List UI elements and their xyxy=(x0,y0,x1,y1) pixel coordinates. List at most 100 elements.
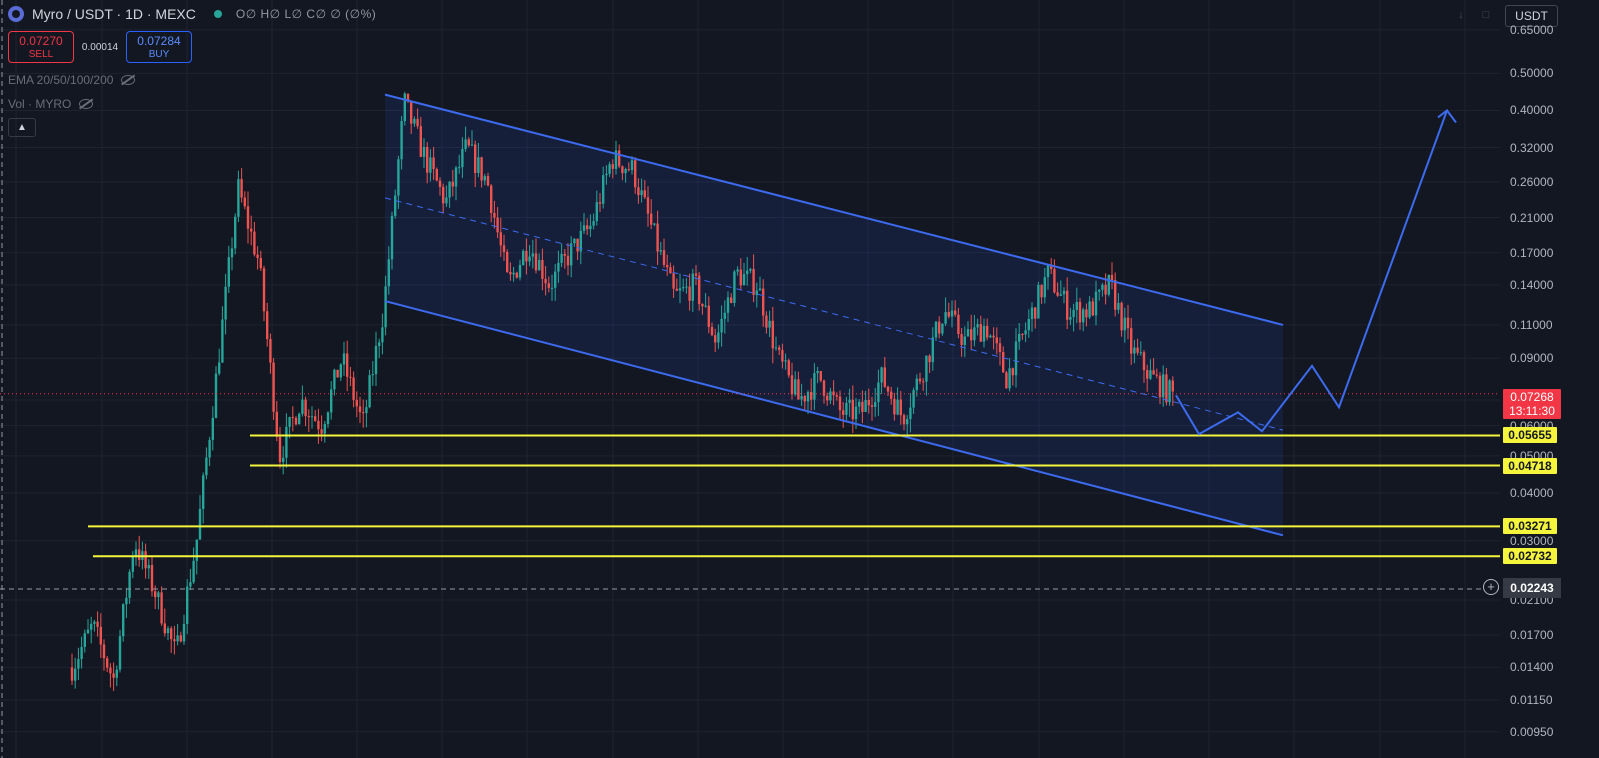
candle-body xyxy=(886,386,890,392)
candle-body xyxy=(586,225,589,230)
candle-body xyxy=(982,325,986,342)
symbol-title[interactable]: Myro / USDT · 1D · MEXC xyxy=(32,6,196,22)
candle-body xyxy=(966,329,970,337)
channel-lower-line xyxy=(384,300,1284,537)
candle-body xyxy=(973,327,976,341)
candle-body xyxy=(906,419,909,425)
candle-body xyxy=(829,391,832,401)
candle-body xyxy=(307,416,310,418)
candle-body xyxy=(339,364,342,378)
candle-body xyxy=(723,312,726,319)
candle-body xyxy=(381,327,384,343)
candle-body xyxy=(179,635,182,642)
candle-body xyxy=(566,255,570,266)
level-price-label: 0.04718 xyxy=(1503,457,1557,474)
candle-body xyxy=(1062,290,1066,295)
candle-body xyxy=(842,410,845,415)
candle-body xyxy=(1136,347,1139,353)
candle-body xyxy=(957,314,960,335)
candle-body xyxy=(963,336,966,345)
price-tick-label: 0.01150 xyxy=(1510,693,1553,708)
candle-body xyxy=(496,217,499,233)
price-axis[interactable] xyxy=(1500,0,1599,758)
candle-body xyxy=(874,402,877,407)
candle-body xyxy=(406,93,410,102)
candle-body xyxy=(778,347,781,350)
candle-body xyxy=(592,221,595,226)
candle-body xyxy=(1056,292,1059,296)
price-chart[interactable] xyxy=(0,0,1500,758)
candle-body xyxy=(131,556,134,572)
candle-body xyxy=(506,251,509,273)
sell-label: SELL xyxy=(28,49,54,60)
candle-body xyxy=(989,335,992,338)
candle-body xyxy=(893,398,896,415)
candle-body xyxy=(282,457,285,463)
candle-body xyxy=(445,197,448,204)
candle-body xyxy=(570,243,573,266)
candle-body xyxy=(509,272,512,275)
candle-body xyxy=(992,335,995,338)
market-status-icon xyxy=(213,10,222,18)
indicator-volume[interactable]: Vol · MYRO xyxy=(8,97,94,111)
currency-unit-button[interactable]: USDT xyxy=(1505,5,1558,27)
candle-body xyxy=(848,399,851,403)
candle-body xyxy=(800,396,803,400)
candle-body xyxy=(480,157,483,181)
candle-body xyxy=(531,253,534,257)
candle-body xyxy=(413,118,416,124)
arrow-down-icon[interactable]: ↓ xyxy=(1458,9,1464,21)
candle-body xyxy=(970,329,973,341)
candle-body xyxy=(864,399,867,412)
candle-body xyxy=(832,391,835,396)
candle-body xyxy=(950,310,954,317)
candle-body xyxy=(662,250,666,265)
candle-body xyxy=(730,297,733,303)
candle-body xyxy=(598,202,602,204)
indicator-ema[interactable]: EMA 20/50/100/200 xyxy=(8,73,136,87)
candle-body xyxy=(749,268,752,271)
candle-body xyxy=(390,215,394,260)
candle-body xyxy=(550,287,554,289)
buy-button[interactable]: 0.07284 BUY xyxy=(126,31,192,63)
candle-body xyxy=(1050,264,1053,269)
candle-body xyxy=(541,259,544,279)
candle-body xyxy=(467,139,470,146)
eye-hidden-icon[interactable] xyxy=(121,75,136,85)
candle-body xyxy=(1120,302,1123,331)
candle-body xyxy=(77,659,80,669)
trade-panel: 0.07270 SELL 0.00014 0.07284 BUY xyxy=(8,31,192,63)
candle-body xyxy=(819,371,822,381)
level-price-label: 0.02732 xyxy=(1503,548,1557,565)
candle-body xyxy=(272,362,275,412)
collapse-legend-button[interactable]: ▲ xyxy=(8,118,36,137)
candle-body xyxy=(122,604,125,637)
candle-body xyxy=(1094,291,1098,316)
candle-body xyxy=(1158,375,1162,398)
candle-body xyxy=(349,376,352,378)
candle-body xyxy=(739,269,742,286)
candle-body xyxy=(291,417,294,419)
candle-body xyxy=(915,378,918,391)
price-tick-label: 0.26000 xyxy=(1510,175,1554,190)
candle-body xyxy=(826,395,829,401)
candle-body xyxy=(355,399,358,407)
candle-body xyxy=(1046,264,1050,278)
fullscreen-icon[interactable]: □ xyxy=(1482,9,1490,21)
eye-hidden-icon[interactable] xyxy=(79,99,94,109)
candle-body xyxy=(342,353,346,365)
candle-body xyxy=(1149,370,1152,379)
candle-body xyxy=(765,315,768,328)
candle-body xyxy=(646,197,650,214)
candle-body xyxy=(934,321,938,338)
candle-body xyxy=(685,286,688,288)
candle-body xyxy=(1107,274,1110,295)
candle-body xyxy=(371,374,374,376)
add-alert-plus-icon[interactable]: + xyxy=(1483,579,1499,595)
candle-body xyxy=(522,250,525,265)
sell-button[interactable]: 0.07270 SELL xyxy=(8,31,74,63)
candle-body xyxy=(666,264,669,268)
candle-body xyxy=(1011,368,1014,376)
candle-body xyxy=(112,673,115,678)
candle-body xyxy=(806,392,810,402)
